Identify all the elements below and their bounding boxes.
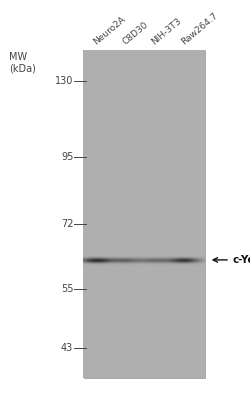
Text: MW
(kDa): MW (kDa) bbox=[9, 52, 36, 74]
Text: 43: 43 bbox=[61, 343, 73, 353]
Text: C8D30: C8D30 bbox=[121, 20, 150, 47]
Text: Raw264.7: Raw264.7 bbox=[179, 11, 219, 47]
Text: 130: 130 bbox=[55, 76, 73, 86]
Text: 55: 55 bbox=[61, 284, 73, 294]
Text: 95: 95 bbox=[61, 152, 73, 162]
Text: c-Yes: c-Yes bbox=[232, 255, 250, 265]
Text: Neuro2A: Neuro2A bbox=[92, 15, 127, 47]
Bar bbox=[84, 50, 205, 378]
Text: 72: 72 bbox=[61, 219, 73, 229]
Text: NIH-3T3: NIH-3T3 bbox=[150, 17, 183, 47]
